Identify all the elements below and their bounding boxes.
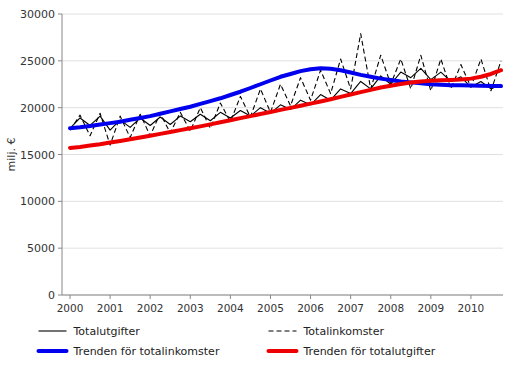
y-tick [58,201,62,202]
x-tick-label: 2005 [257,302,284,314]
x-tick [270,295,271,299]
x-tick [390,295,391,299]
y-tick [58,248,62,249]
y-axis-label: milj. € [5,138,18,172]
x-tick-label: 2009 [417,302,444,314]
x-axis-line [62,295,503,296]
legend-label: Trenden för totalinkomster [73,345,220,358]
y-tick [58,60,62,61]
legend-swatch [39,349,67,353]
y-tick-label: 15000 [20,149,55,162]
legend: Totalutgifter Totalinkomster Trenden för t… [39,325,436,358]
x-tick [190,295,191,299]
grid-line [62,154,503,155]
legend-label: Totalutgifter [73,325,141,338]
y-tick [58,295,62,296]
legend-swatch [269,330,297,331]
x-tick [310,295,311,299]
trend-line [70,68,501,128]
y-tick-label: 30000 [20,8,55,21]
y-tick-label: 20000 [20,102,55,115]
grid-line [62,201,503,202]
trend-line [70,70,501,148]
x-tick [470,295,471,299]
y-tick [58,154,62,155]
x-tick [150,295,151,299]
x-tick-label: 2002 [137,302,164,314]
legend-label: Totalinkomster [303,325,385,338]
x-tick-label: 2007 [337,302,364,314]
x-tick [70,295,71,299]
grid-line [62,295,503,296]
axes: 0 5000 10000 15000 20000 25000 30000 2000 2001 20… [20,8,503,314]
series-line [70,34,501,145]
grid-line [62,60,503,61]
x-tick [230,295,231,299]
y-tick [58,107,62,108]
legend-label: Trenden för totalutgifter [303,345,436,358]
grid-line [62,14,503,15]
x-tick-label: 2008 [377,302,404,314]
x-tick [430,295,431,299]
y-tick-label: 10000 [20,195,55,208]
x-tick-label: 2010 [458,302,485,314]
legend-swatch [269,349,297,353]
x-tick [350,295,351,299]
y-tick-label: 25000 [20,55,55,68]
plot-area [70,34,501,148]
grid [62,14,503,295]
y-tick-label: 5000 [27,242,55,255]
legend-swatch [39,330,67,331]
grid-line [62,248,503,249]
series-line [70,68,501,130]
y-tick-label: 0 [48,289,55,302]
x-tick-label: 2003 [177,302,204,314]
y-tick [58,14,62,15]
chart: 0 5000 10000 15000 20000 25000 30000 2000 2001 20… [0,0,517,373]
x-tick-label: 2006 [297,302,324,314]
x-tick [110,295,111,299]
x-tick-label: 2001 [97,302,124,314]
x-tick-label: 2004 [217,302,244,314]
x-tick-label: 2000 [57,302,84,314]
y-axis-line [62,14,63,295]
